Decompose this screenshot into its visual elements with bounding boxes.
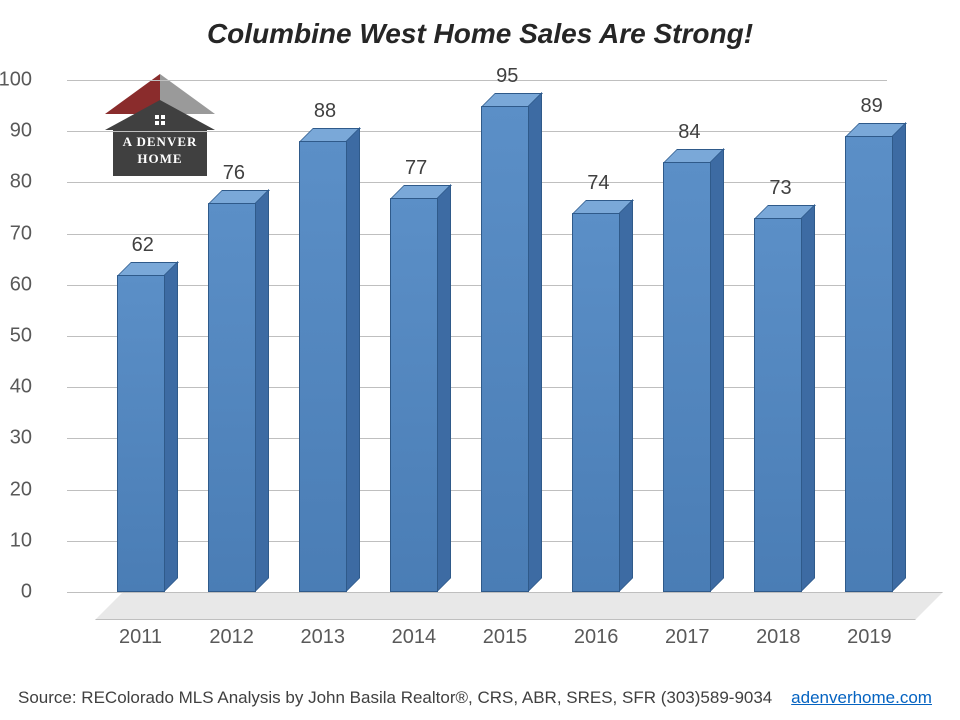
bar-front-face bbox=[754, 218, 802, 592]
bar-front-face bbox=[663, 162, 711, 592]
bar-front-face bbox=[117, 275, 165, 592]
source-link[interactable]: adenverhome.com bbox=[791, 688, 932, 707]
y-tick-label: 10 bbox=[10, 529, 67, 552]
bar-data-label: 89 bbox=[861, 95, 883, 118]
bar-side-face bbox=[346, 127, 360, 592]
bar: 73 bbox=[754, 218, 802, 592]
bar-slot: 77 bbox=[368, 80, 459, 592]
bar: 84 bbox=[663, 162, 711, 592]
bar-data-label: 74 bbox=[587, 172, 609, 195]
x-tick-label: 2014 bbox=[368, 626, 459, 649]
bar-side-face bbox=[710, 148, 724, 592]
bar-slot: 73 bbox=[733, 80, 824, 592]
y-tick-label: 20 bbox=[10, 478, 67, 501]
bar-side-face bbox=[892, 122, 906, 592]
bar-side-face bbox=[619, 199, 633, 592]
y-tick-label: 60 bbox=[10, 273, 67, 296]
bar-front-face bbox=[208, 203, 256, 592]
chart-floor bbox=[95, 592, 943, 620]
x-tick-label: 2018 bbox=[733, 626, 824, 649]
x-axis-labels: 201120122013201420152016201720182019 bbox=[95, 620, 915, 649]
y-tick-label: 100 bbox=[0, 69, 67, 92]
y-tick-label: 90 bbox=[10, 120, 67, 143]
bar-slot: 76 bbox=[186, 80, 277, 592]
bar-side-face bbox=[801, 204, 815, 592]
x-tick-label: 2019 bbox=[824, 626, 915, 649]
bar-side-face bbox=[437, 184, 451, 592]
x-tick-label: 2013 bbox=[277, 626, 368, 649]
bar-slot: 88 bbox=[277, 80, 368, 592]
y-tick-label: 40 bbox=[10, 376, 67, 399]
y-tick-label: 70 bbox=[10, 222, 67, 245]
x-tick-label: 2017 bbox=[642, 626, 733, 649]
bar-slot: 89 bbox=[824, 80, 915, 592]
bar-front-face bbox=[481, 106, 529, 592]
bar-data-label: 95 bbox=[496, 65, 518, 88]
y-tick-label: 0 bbox=[21, 581, 67, 604]
y-tick-label: 80 bbox=[10, 171, 67, 194]
y-tick-label: 50 bbox=[10, 325, 67, 348]
x-tick-label: 2015 bbox=[459, 626, 550, 649]
bar-data-label: 77 bbox=[405, 157, 427, 180]
y-tick-label: 30 bbox=[10, 427, 67, 450]
bar-data-label: 88 bbox=[314, 100, 336, 123]
x-tick-label: 2012 bbox=[186, 626, 277, 649]
bar-slot: 62 bbox=[95, 80, 186, 592]
x-tick-label: 2016 bbox=[551, 626, 642, 649]
source-text: Source: REColorado MLS Analysis by John … bbox=[18, 688, 772, 707]
x-tick-label: 2011 bbox=[95, 626, 186, 649]
bar-front-face bbox=[572, 213, 620, 592]
bar-side-face bbox=[164, 261, 178, 592]
bar: 74 bbox=[572, 213, 620, 592]
bar-side-face bbox=[255, 189, 269, 592]
bar-side-face bbox=[528, 92, 542, 592]
bar-data-label: 62 bbox=[132, 234, 154, 257]
plot-area: 0102030405060708090100 62768877957484738… bbox=[95, 80, 915, 620]
bar-front-face bbox=[299, 141, 347, 592]
bar-data-label: 84 bbox=[678, 121, 700, 144]
chart-title: Columbine West Home Sales Are Strong! bbox=[0, 0, 960, 50]
bar: 62 bbox=[117, 275, 165, 592]
bar-front-face bbox=[845, 136, 893, 592]
bar: 89 bbox=[845, 136, 893, 592]
bar: 76 bbox=[208, 203, 256, 592]
bar-front-face bbox=[390, 198, 438, 592]
bar: 77 bbox=[390, 198, 438, 592]
bar: 88 bbox=[299, 141, 347, 592]
bar-slot: 95 bbox=[459, 80, 550, 592]
bar-slot: 84 bbox=[642, 80, 733, 592]
bars-group: 627688779574847389 bbox=[95, 80, 915, 592]
chart-container: 0102030405060708090100 62768877957484738… bbox=[40, 60, 930, 650]
source-footer: Source: REColorado MLS Analysis by John … bbox=[18, 688, 932, 708]
bar: 95 bbox=[481, 106, 529, 592]
bar-data-label: 73 bbox=[769, 177, 791, 200]
bar-slot: 74 bbox=[551, 80, 642, 592]
bar-data-label: 76 bbox=[223, 162, 245, 185]
